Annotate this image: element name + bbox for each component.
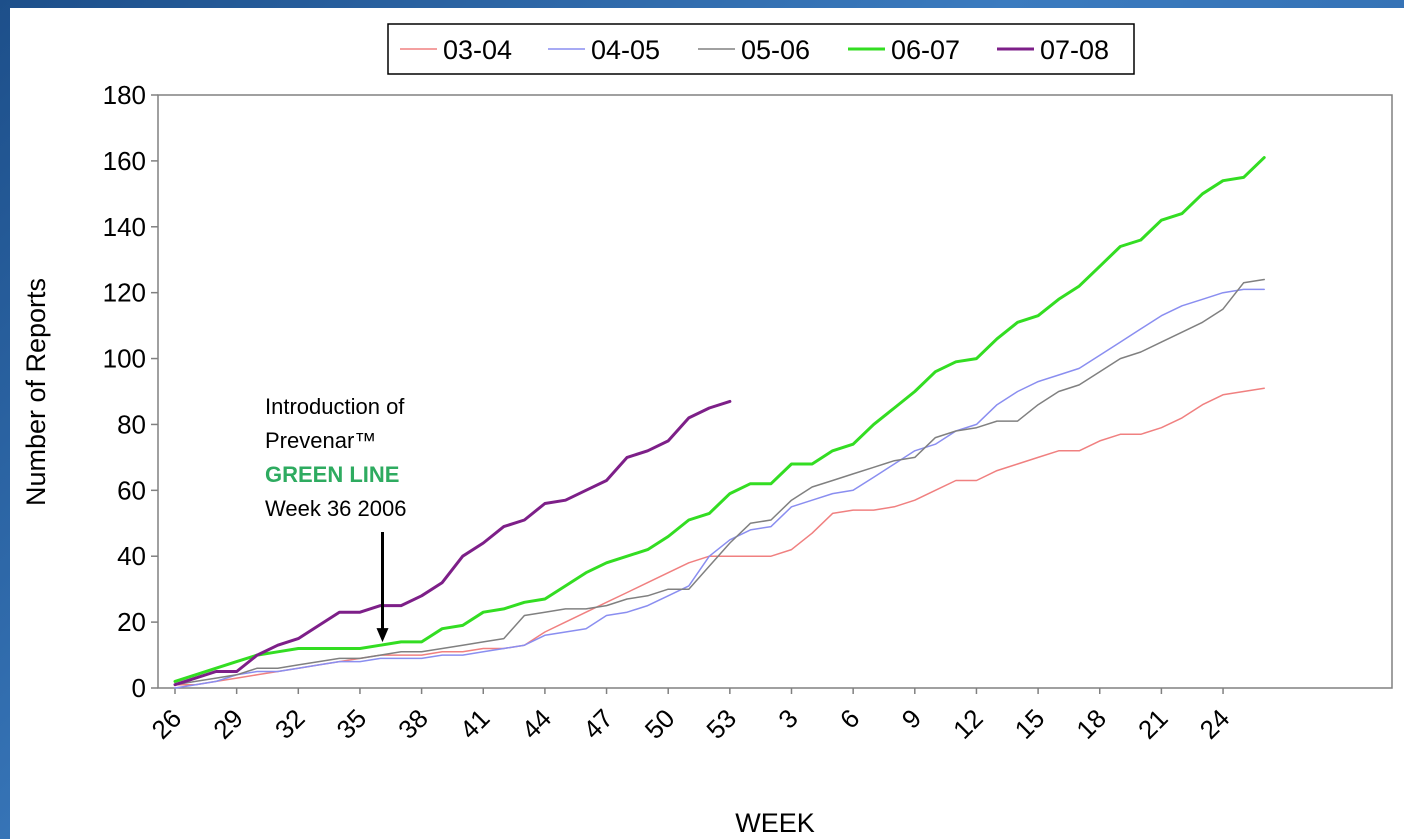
annotation-arrow-head bbox=[377, 628, 389, 642]
x-tick-label: 18 bbox=[1070, 703, 1112, 745]
x-tick-label: 53 bbox=[700, 703, 742, 745]
y-tick-label: 180 bbox=[103, 80, 146, 110]
x-tick-label: 12 bbox=[947, 703, 989, 745]
x-tick-label: 9 bbox=[896, 703, 927, 734]
x-tick-label: 35 bbox=[331, 703, 373, 745]
y-tick-label: 60 bbox=[117, 475, 146, 505]
annotation-line-2: Prevenar™ bbox=[265, 428, 376, 453]
y-tick-label: 80 bbox=[117, 409, 146, 439]
y-tick-label: 40 bbox=[117, 541, 146, 571]
plot-area bbox=[158, 95, 1392, 688]
x-tick-label: 15 bbox=[1009, 703, 1051, 745]
y-tick-label: 140 bbox=[103, 212, 146, 242]
legend: 03-04 04-05 05-06 06-07 07-08 bbox=[388, 24, 1134, 74]
x-tick-label: 21 bbox=[1132, 703, 1174, 745]
x-tick-label: 6 bbox=[834, 703, 865, 734]
x-tick-label: 44 bbox=[515, 703, 557, 745]
y-tick-label: 0 bbox=[132, 673, 146, 703]
x-tick-label: 24 bbox=[1194, 703, 1236, 745]
x-tick-label: 29 bbox=[207, 703, 249, 745]
legend-label: 07-08 bbox=[1040, 35, 1109, 65]
x-tick-label: 3 bbox=[772, 703, 803, 734]
x-tick-label: 47 bbox=[577, 703, 619, 745]
x-tick-label: 26 bbox=[146, 703, 188, 745]
y-tick-label: 120 bbox=[103, 278, 146, 308]
y-tick-label: 100 bbox=[103, 344, 146, 374]
plot-border bbox=[158, 95, 1392, 688]
legend-label: 03-04 bbox=[443, 35, 512, 65]
series-group bbox=[175, 158, 1264, 688]
y-axis-title: Number of Reports bbox=[21, 278, 51, 506]
y-tick-label: 160 bbox=[103, 146, 146, 176]
annotation-line-4: Week 36 2006 bbox=[265, 496, 406, 521]
legend-label: 04-05 bbox=[591, 35, 660, 65]
x-axis-title: WEEK bbox=[735, 808, 815, 838]
annotation-line-1: Introduction of bbox=[265, 394, 405, 419]
x-tick-label: 38 bbox=[392, 703, 434, 745]
x-tick-label: 32 bbox=[269, 703, 311, 745]
y-tick-label: 20 bbox=[117, 607, 146, 637]
x-axis: 26 29 32 35 38 41 44 47 50 53 3 6 9 12 15 18 21 24 bbox=[146, 688, 1236, 745]
legend-label: 06-07 bbox=[891, 35, 960, 65]
series-line-07-08 bbox=[175, 401, 730, 684]
series-line-06-07 bbox=[175, 158, 1264, 682]
legend-label: 05-06 bbox=[741, 35, 810, 65]
x-tick-label: 41 bbox=[454, 703, 496, 745]
x-tick-label: 50 bbox=[639, 703, 681, 745]
y-axis: 0 20 40 60 80 100 120 140 160 180 bbox=[103, 80, 158, 703]
series-line-04-05 bbox=[175, 289, 1264, 688]
annotation-highlight: GREEN LINE bbox=[265, 462, 399, 487]
